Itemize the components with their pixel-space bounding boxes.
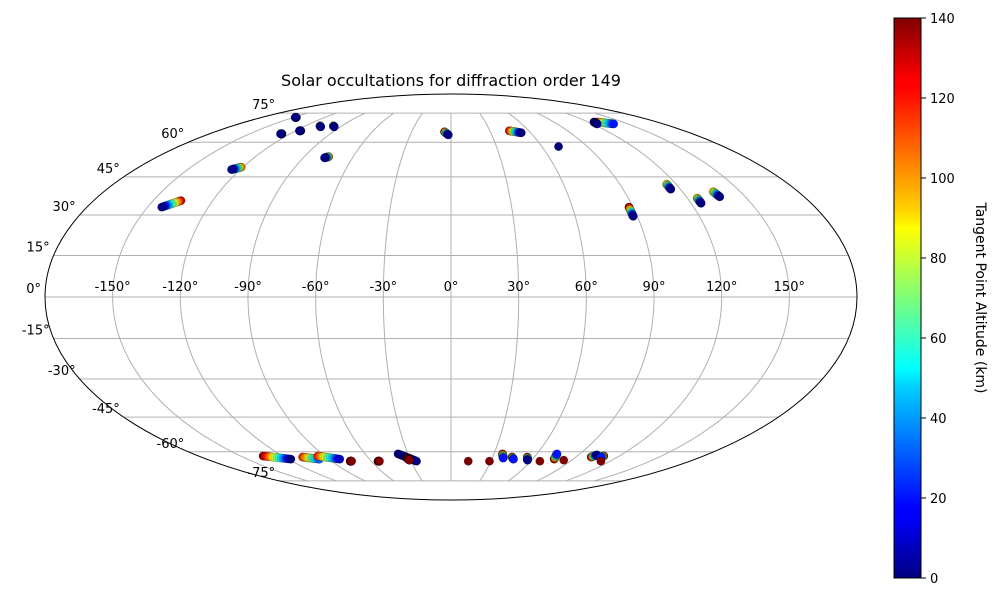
- lat-tick-label: 75°: [252, 98, 275, 113]
- colorbar-ticks: 0 20 40 60 80 100 120 140: [921, 12, 955, 587]
- lon-gridline: [382, 112, 423, 482]
- lat-tick-label: -75°: [247, 466, 275, 481]
- data-point: [463, 456, 473, 466]
- data-point: [286, 454, 296, 464]
- latitude-tick-labels: 75° 60° 45° 30° 15° 0° -15° -30° -45° -60° -75°: [22, 98, 275, 481]
- lon-gridline: [112, 112, 308, 482]
- longitude-tick-labels: -150° -120° -90° -60° -30° 0° 30° 60° 90° 120° 150…: [95, 280, 805, 295]
- lon-tick-label: 60°: [575, 280, 598, 295]
- data-points: [157, 112, 725, 466]
- data-point: [329, 122, 339, 132]
- colorbar-tick-label: 40: [930, 412, 947, 427]
- data-point: [290, 112, 300, 122]
- lat-tick-label: 60°: [161, 127, 184, 142]
- colorbar-tick-label: 20: [930, 492, 947, 507]
- data-point: [347, 456, 356, 466]
- data-point: [374, 456, 384, 466]
- lat-tick-label: 45°: [97, 162, 120, 177]
- colorbar-tick-label: 120: [930, 92, 955, 107]
- colorbar: 0 20 40 60 80 100 120 140 Tangent Point Altitud…: [893, 12, 988, 587]
- data-point: [485, 456, 494, 466]
- colorbar-tick-label: 140: [930, 12, 955, 27]
- lon-gridline: [536, 112, 655, 482]
- colorbar-tick-label: 0: [930, 572, 938, 587]
- lon-tick-label: 90°: [642, 280, 665, 295]
- lon-gridline: [315, 112, 395, 482]
- data-point: [666, 184, 676, 194]
- data-point: [554, 142, 563, 152]
- lon-gridline: [479, 112, 520, 482]
- colorbar-tick-label: 60: [930, 332, 947, 347]
- data-point: [535, 456, 545, 466]
- lon-tick-label: 30°: [507, 280, 530, 295]
- lon-gridline: [179, 112, 337, 482]
- data-point: [628, 211, 638, 221]
- lat-tick-label: 15°: [27, 240, 50, 255]
- data-point: [523, 455, 532, 465]
- colorbar-gradient: [893, 17, 922, 579]
- data-point: [592, 119, 602, 129]
- chart-title: Solar occultations for diffraction order…: [281, 71, 621, 90]
- data-point: [443, 130, 453, 140]
- lat-tick-label: 30°: [53, 200, 76, 215]
- data-point: [508, 454, 518, 464]
- data-point: [696, 198, 706, 208]
- lon-tick-label: 120°: [706, 280, 737, 295]
- colorbar-label: Tangent Point Altitude (km): [972, 201, 988, 393]
- data-point: [552, 449, 562, 459]
- lon-tick-label: 150°: [774, 280, 805, 295]
- lon-gridline: [565, 112, 723, 482]
- data-point: [609, 119, 619, 129]
- data-point: [157, 202, 167, 212]
- lat-tick-label: -30°: [48, 364, 76, 379]
- data-point: [559, 455, 569, 465]
- lon-tick-label: -90°: [234, 280, 262, 295]
- data-point: [335, 454, 345, 464]
- lon-tick-label: -30°: [369, 280, 397, 295]
- data-point: [227, 165, 236, 175]
- lon-tick-label: -120°: [162, 280, 198, 295]
- lon-gridline: [247, 112, 366, 482]
- colorbar-tick-label: 100: [930, 172, 955, 187]
- data-point: [596, 456, 606, 466]
- data-point: [320, 153, 330, 163]
- data-point: [404, 455, 414, 465]
- lat-tick-label: -15°: [22, 324, 50, 339]
- data-point: [276, 129, 286, 139]
- lon-tick-label: 0°: [444, 280, 459, 295]
- lon-tick-label: -60°: [302, 280, 330, 295]
- lon-gridline: [507, 112, 587, 482]
- lat-tick-label: -45°: [92, 402, 120, 417]
- lon-gridline: [594, 112, 790, 482]
- colorbar-tick-label: 80: [930, 252, 947, 267]
- lat-tick-label: -60°: [157, 437, 185, 452]
- graticule: [45, 112, 857, 482]
- data-point: [295, 126, 304, 136]
- data-point: [516, 128, 526, 138]
- lat-tick-label: 0°: [26, 282, 41, 297]
- data-point: [715, 192, 725, 202]
- lon-tick-label: -150°: [95, 280, 131, 295]
- map-boundary: [44, 93, 858, 501]
- data-point: [316, 122, 326, 132]
- data-point: [498, 453, 508, 463]
